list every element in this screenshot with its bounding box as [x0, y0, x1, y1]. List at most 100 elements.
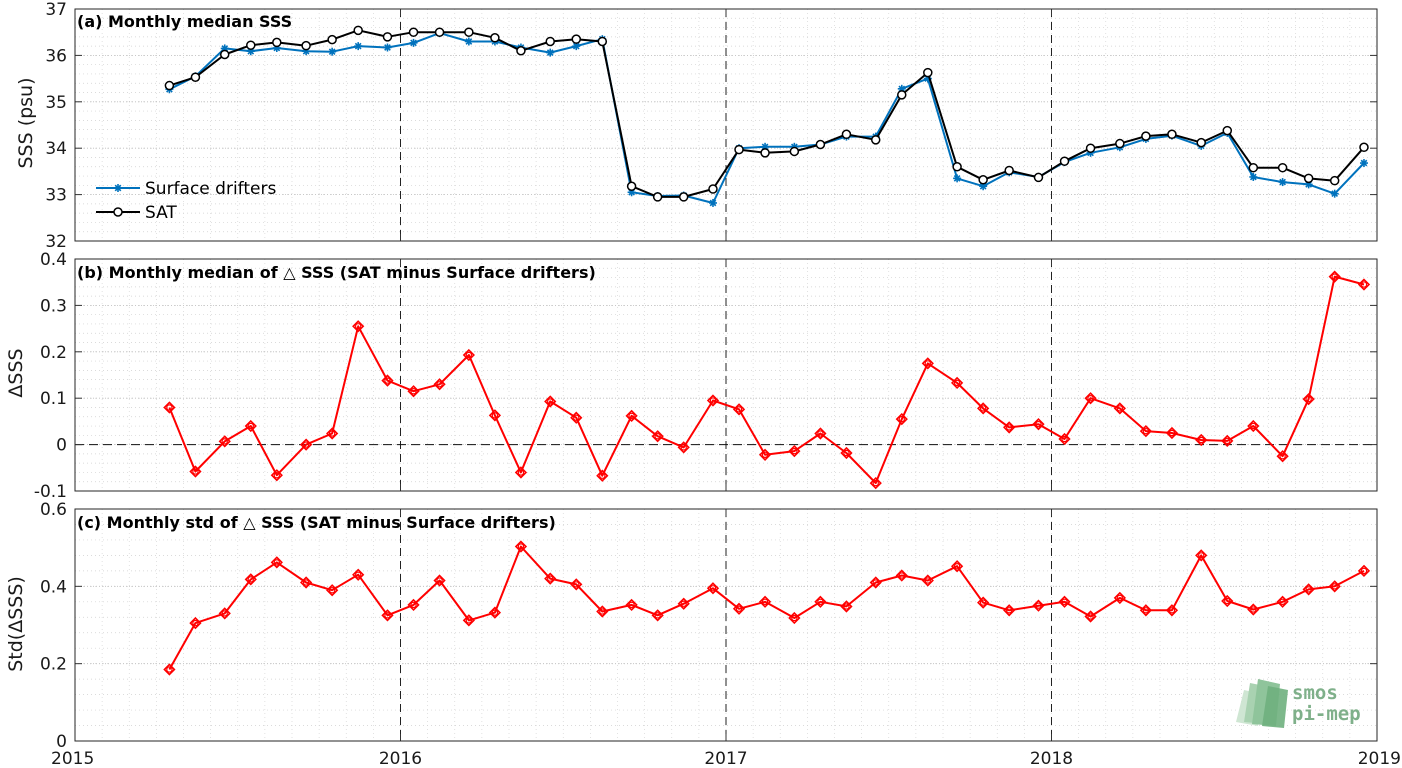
data-point	[163, 401, 176, 414]
data-point	[1084, 392, 1097, 405]
y-tick-label: 0.4	[40, 577, 67, 597]
data-point	[1139, 425, 1153, 438]
logo-text-pi-mep: pi-mep	[1292, 703, 1361, 725]
panel-b-y-ticks: -0.1 0 0.1 0.2 0.3 0.4	[34, 250, 1378, 502]
data-point	[1357, 278, 1371, 291]
data-point	[1058, 432, 1071, 446]
data-point	[352, 320, 365, 333]
data-point	[218, 607, 231, 620]
data-point	[626, 181, 637, 191]
data-point	[409, 38, 418, 47]
data-point	[1004, 165, 1014, 176]
data-point	[678, 192, 689, 202]
data-point	[1113, 591, 1126, 605]
data-point	[516, 46, 526, 56]
data-point	[1165, 604, 1179, 617]
data-point	[708, 184, 718, 194]
data-point	[952, 162, 962, 172]
x-tick-label: 2016	[379, 749, 422, 768]
data-point	[921, 574, 934, 587]
panel-delta-sss: -0.1 0 0.1 0.2 0.3 0.4 (b) Monthly median of …	[5, 250, 1378, 502]
data-point	[921, 357, 934, 370]
data-point	[488, 409, 502, 422]
data-point	[597, 36, 608, 47]
data-point	[1003, 604, 1016, 617]
panel-a-plot-area: 32 33 34 35 36 37	[45, 0, 1378, 252]
series-sat	[164, 25, 1369, 202]
data-point	[895, 412, 908, 426]
panel-a-y-ticks: 32 33 34 35 36 37	[45, 0, 1378, 252]
y-tick-label: 36	[45, 46, 67, 66]
data-point	[1276, 450, 1289, 463]
y-tick-label: 0.3	[40, 296, 67, 316]
data-point	[189, 616, 202, 630]
data-point	[570, 578, 583, 591]
data-point	[1302, 583, 1315, 596]
y-tick-label: 0.6	[40, 500, 67, 520]
data-point	[1248, 162, 1259, 173]
data-point	[1249, 172, 1258, 181]
data-point	[270, 556, 283, 569]
panel-c-frame	[74, 508, 1378, 742]
y-tick-label: 0	[56, 436, 67, 456]
data-point	[625, 598, 638, 612]
y-tick-label: 0.2	[40, 655, 67, 675]
y-tick-label: 0.2	[40, 343, 67, 363]
data-point	[677, 441, 690, 454]
data-point	[978, 175, 988, 185]
panel-b-plot-area: -0.1 0 0.1 0.2 0.3 0.4	[34, 250, 1378, 502]
x-tick-label: 2019	[1358, 749, 1401, 768]
y-tick-label: 35	[45, 93, 67, 113]
data-point	[815, 139, 826, 150]
logo-mark-icon	[1236, 679, 1288, 728]
panel-c-plot-area: 0 0.2 0.4 0.6	[40, 500, 1378, 752]
data-point	[758, 448, 772, 461]
data-point	[570, 411, 583, 424]
data-point	[381, 374, 394, 387]
data-point	[1196, 137, 1206, 148]
data-point	[651, 430, 664, 443]
data-point	[1003, 421, 1016, 434]
data-point	[869, 576, 882, 589]
data-point	[789, 146, 800, 157]
data-point	[352, 568, 365, 581]
panel-c-y-ticks: 0 0.2 0.4 0.6	[40, 500, 1378, 752]
data-point	[244, 419, 257, 433]
x-axis-tick-labels: 2015 2016 2017 2018 2019	[51, 749, 1401, 768]
data-point	[1359, 159, 1368, 168]
data-point	[1085, 143, 1096, 153]
data-point	[1277, 162, 1288, 173]
data-point	[760, 148, 770, 158]
y-tick-label: 0.1	[40, 389, 67, 409]
data-point	[327, 34, 337, 45]
data-point	[163, 663, 176, 676]
panel-sss: 32 33 34 35 36 37 (a) Monthly median SSS SSS …	[15, 0, 1378, 252]
data-point	[381, 609, 394, 622]
data-point	[299, 576, 313, 589]
data-point	[301, 40, 311, 51]
data-point	[246, 40, 256, 50]
data-point	[1032, 599, 1045, 612]
data-point	[433, 574, 446, 587]
data-point	[814, 595, 827, 608]
data-point	[1330, 189, 1339, 198]
data-point	[1139, 604, 1153, 617]
data-point	[272, 37, 282, 48]
data-point	[407, 385, 420, 398]
panel-a-frame	[74, 8, 1378, 242]
data-point	[1084, 610, 1097, 623]
data-point	[1302, 392, 1315, 406]
data-point	[677, 597, 690, 610]
y-tick-label: 32	[45, 232, 67, 252]
data-point	[407, 598, 420, 612]
data-point	[1222, 125, 1233, 136]
smos-pi-mep-logo: smos pi-mep	[1236, 679, 1361, 728]
data-point	[596, 605, 609, 618]
data-point	[408, 27, 419, 37]
data-point	[706, 394, 720, 407]
y-tick-label: 37	[45, 0, 67, 20]
data-point	[433, 378, 446, 391]
data-point	[651, 609, 664, 622]
data-point	[1165, 426, 1179, 440]
